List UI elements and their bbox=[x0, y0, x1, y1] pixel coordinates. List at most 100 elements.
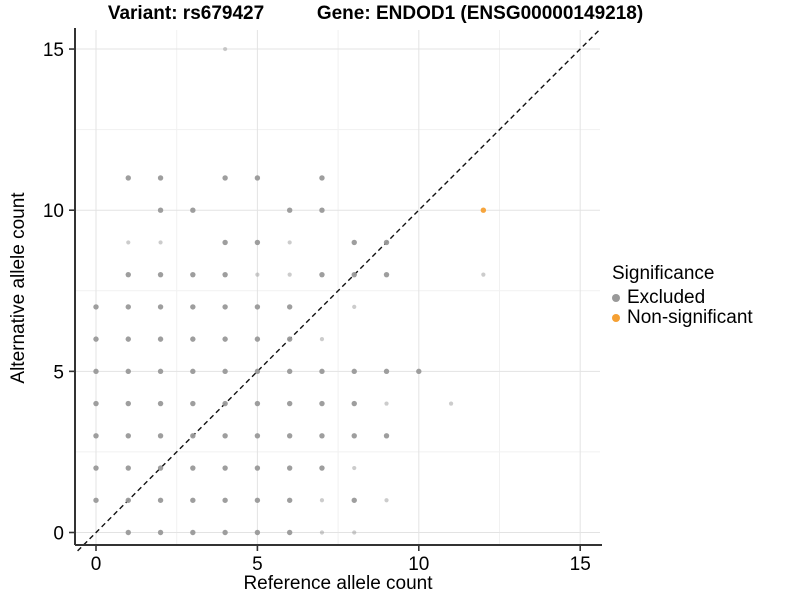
axis-lines bbox=[74, 28, 602, 546]
data-point-excluded bbox=[319, 271, 325, 278]
data-point-excluded bbox=[254, 368, 261, 375]
data-point-excluded bbox=[222, 271, 228, 278]
data-point-excluded bbox=[222, 368, 228, 375]
data-point-excluded bbox=[125, 368, 131, 375]
data-point-excluded bbox=[383, 368, 390, 375]
x-axis-title: Reference allele count bbox=[243, 573, 433, 594]
data-point-excluded bbox=[125, 304, 131, 310]
axis-tick-labels: 0 5 10 15 0 5 10 15 bbox=[43, 40, 591, 575]
data-point-excluded bbox=[157, 271, 164, 278]
data-point-excluded bbox=[190, 368, 196, 375]
data-point-excluded bbox=[254, 433, 261, 439]
data-point-excluded bbox=[319, 465, 325, 471]
y-tick-label: 15 bbox=[43, 40, 64, 61]
y-tick-label: 0 bbox=[53, 524, 64, 545]
data-point-excluded bbox=[125, 271, 131, 278]
data-point-excluded bbox=[319, 207, 325, 213]
data-point-excluded bbox=[190, 465, 196, 471]
plot-title-gene: Gene: ENDOD1 (ENSG00000149218) bbox=[316, 3, 644, 24]
data-point-excluded bbox=[125, 497, 131, 503]
data-point-excluded bbox=[125, 433, 131, 439]
data-point-excluded bbox=[383, 433, 390, 439]
data-point-excluded bbox=[319, 175, 325, 181]
scatter-points bbox=[93, 46, 487, 536]
legend-item-non-significant: Non-significant bbox=[612, 307, 753, 328]
data-point-excluded bbox=[93, 400, 99, 407]
identity-line bbox=[77, 29, 601, 552]
data-point-excluded bbox=[286, 497, 293, 503]
x-tick-label: 5 bbox=[252, 554, 263, 575]
legend-item-excluded: Excluded bbox=[612, 287, 753, 308]
data-point-excluded bbox=[319, 368, 325, 375]
minor-gridlines bbox=[75, 30, 600, 545]
data-point-excluded bbox=[351, 239, 357, 246]
data-point-excluded bbox=[286, 304, 293, 310]
data-point-excluded bbox=[93, 336, 99, 342]
data-point-excluded bbox=[93, 368, 99, 375]
axis-tick-marks bbox=[69, 48, 582, 551]
y-tick-label: 5 bbox=[53, 362, 64, 383]
data-point-non-significant bbox=[480, 207, 487, 213]
data-point-excluded bbox=[222, 497, 228, 503]
data-point-excluded bbox=[125, 465, 131, 471]
data-point-excluded bbox=[125, 175, 131, 181]
data-point-excluded bbox=[254, 336, 261, 342]
data-point-excluded bbox=[416, 368, 422, 375]
data-point-excluded bbox=[319, 400, 325, 407]
data-point-excluded bbox=[352, 465, 357, 471]
non-significant-dot-icon bbox=[612, 314, 620, 322]
data-point-excluded bbox=[481, 272, 486, 277]
data-point-excluded bbox=[190, 400, 196, 407]
data-point-excluded bbox=[254, 400, 261, 407]
data-point-excluded bbox=[157, 304, 164, 310]
data-point-excluded bbox=[352, 530, 357, 535]
data-point-excluded bbox=[254, 497, 261, 503]
y-axis-title: Alternative allele count bbox=[8, 192, 29, 384]
legend-label-non-significant: Non-significant bbox=[627, 307, 753, 328]
data-point-excluded bbox=[157, 336, 164, 342]
data-point-excluded bbox=[319, 530, 325, 535]
data-point-excluded bbox=[319, 337, 325, 342]
data-point-excluded bbox=[93, 304, 99, 310]
data-point-excluded bbox=[352, 304, 357, 309]
data-point-excluded bbox=[351, 400, 357, 407]
data-point-excluded bbox=[222, 433, 228, 439]
data-point-excluded bbox=[287, 272, 292, 277]
data-point-excluded bbox=[93, 433, 99, 439]
data-point-excluded bbox=[157, 207, 164, 213]
data-point-excluded bbox=[190, 271, 196, 278]
data-point-excluded bbox=[384, 401, 389, 406]
y-tick-label: 10 bbox=[43, 201, 64, 222]
data-point-excluded bbox=[157, 465, 164, 471]
legend: Significance Excluded Non-significant bbox=[612, 263, 753, 328]
data-point-excluded bbox=[125, 400, 131, 407]
x-tick-label: 10 bbox=[408, 554, 429, 575]
data-point-excluded bbox=[190, 433, 196, 439]
data-point-excluded bbox=[254, 304, 261, 310]
data-point-excluded bbox=[222, 400, 228, 407]
data-point-excluded bbox=[125, 336, 131, 342]
data-point-excluded bbox=[254, 175, 261, 181]
data-point-excluded bbox=[157, 433, 164, 439]
x-tick-label: 15 bbox=[570, 554, 591, 575]
data-point-excluded bbox=[286, 368, 293, 375]
data-point-excluded bbox=[190, 304, 196, 310]
data-point-excluded bbox=[157, 529, 164, 536]
major-gridlines bbox=[75, 30, 600, 545]
data-point-excluded bbox=[255, 272, 260, 277]
data-point-excluded bbox=[93, 465, 99, 471]
data-point-excluded bbox=[93, 497, 99, 503]
data-point-excluded bbox=[383, 239, 390, 246]
data-point-excluded bbox=[190, 497, 196, 503]
data-point-excluded bbox=[286, 207, 293, 213]
data-point-excluded bbox=[287, 240, 292, 245]
data-point-excluded bbox=[351, 497, 357, 503]
data-point-excluded bbox=[286, 465, 293, 471]
excluded-dot-icon bbox=[612, 294, 620, 302]
data-point-excluded bbox=[448, 401, 454, 406]
data-point-excluded bbox=[126, 240, 131, 245]
data-point-excluded bbox=[319, 433, 325, 439]
data-point-excluded bbox=[254, 529, 261, 536]
data-point-excluded bbox=[254, 465, 261, 471]
